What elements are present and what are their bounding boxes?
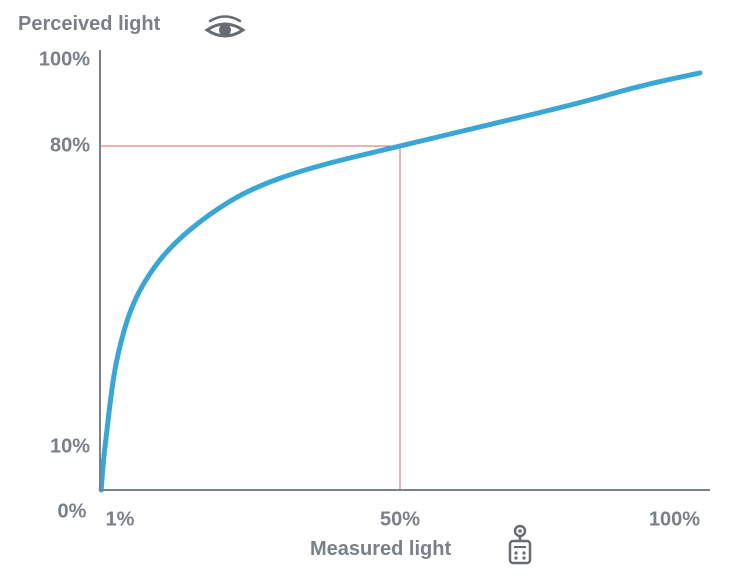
x-axis-label: Measured light [310,538,451,560]
y-tick-label: 100% [39,48,90,70]
x-tick-label: 50% [380,509,420,531]
y-tick-label: 10% [50,435,90,457]
chart-svg: 0% 10% 80% 100% 1% 50% 100% Perceived light Meas… [0,0,730,576]
x-tick-label: 100% [649,509,700,531]
y-axis-label: Perceived light [18,13,161,35]
y-tick-label: 0% [58,500,87,522]
perceived-light-chart: 0% 10% 80% 100% 1% 50% 100% Perceived light Meas… [0,0,730,576]
x-tick-label: 1% [106,509,135,531]
y-tick-label: 80% [50,134,90,156]
